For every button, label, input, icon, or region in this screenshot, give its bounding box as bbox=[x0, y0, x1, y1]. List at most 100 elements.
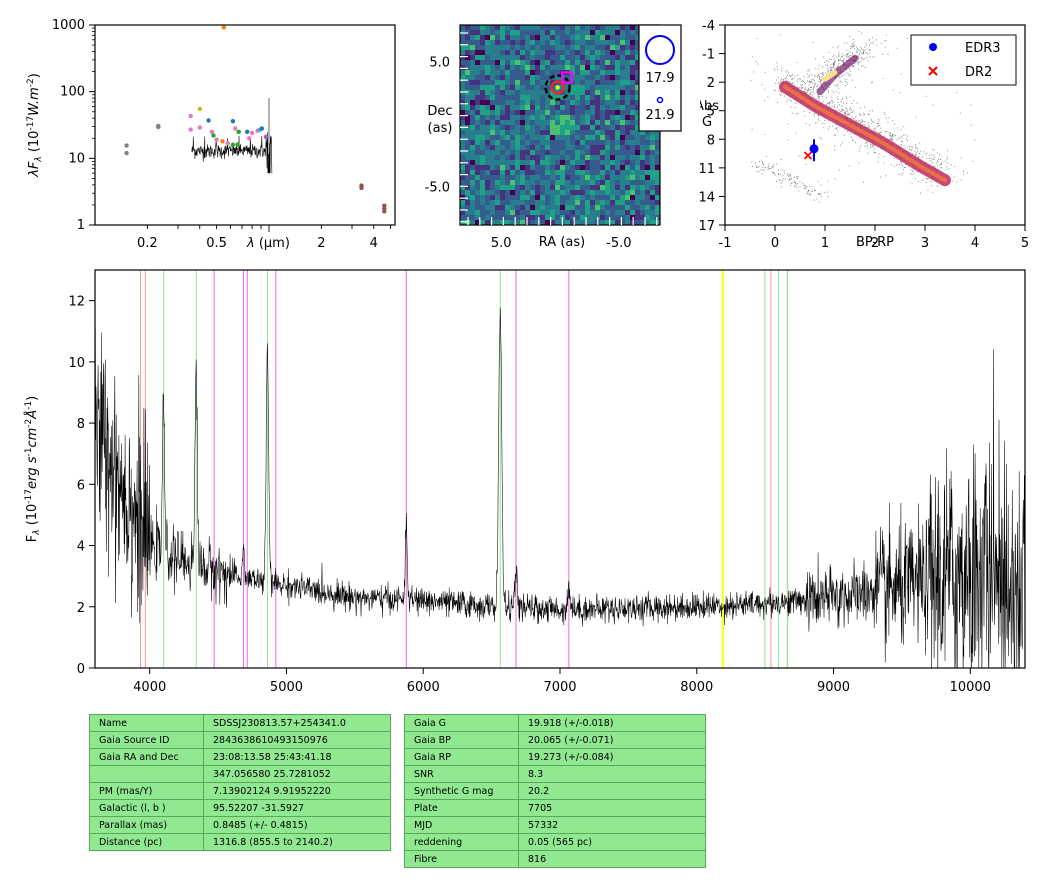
image-pixel bbox=[485, 80, 490, 85]
image-pixel bbox=[590, 170, 595, 175]
image-pixel bbox=[645, 160, 650, 165]
image-pixel bbox=[590, 45, 595, 50]
image-pixel bbox=[605, 105, 610, 110]
image-pixel bbox=[525, 130, 530, 135]
image-pixel bbox=[495, 95, 500, 100]
hrd-field-star bbox=[831, 100, 833, 101]
image-pixel bbox=[585, 200, 590, 205]
image-pixel bbox=[575, 110, 580, 115]
image-pixel bbox=[540, 60, 545, 65]
sed-point bbox=[225, 140, 230, 146]
hrd-field-star bbox=[820, 83, 822, 85]
image-pixel bbox=[530, 55, 535, 60]
spectrum-line bbox=[95, 307, 1025, 668]
hrd-field-star bbox=[959, 112, 961, 114]
image-pixel bbox=[560, 125, 565, 130]
image-pixel bbox=[530, 45, 535, 50]
table-value-cell: 20.2 bbox=[518, 782, 706, 800]
hrd-field-star bbox=[814, 189, 815, 191]
image-pixel bbox=[650, 130, 655, 135]
image-pixel bbox=[470, 85, 475, 90]
image-pixel bbox=[470, 45, 475, 50]
image-pixel bbox=[610, 200, 615, 205]
image-pixel bbox=[530, 25, 535, 30]
hrd-field-star bbox=[909, 172, 911, 174]
hrd-field-star bbox=[834, 178, 836, 180]
hrd-field-star bbox=[841, 99, 843, 100]
image-pixel bbox=[550, 145, 555, 150]
hrd-field-star bbox=[974, 139, 976, 141]
image-pixel bbox=[520, 100, 525, 105]
image-pixel bbox=[510, 210, 515, 215]
image-pixel bbox=[635, 85, 640, 90]
image-pixel bbox=[475, 200, 480, 205]
sed-point bbox=[245, 129, 250, 134]
image-pixel bbox=[635, 190, 640, 195]
image-pixel bbox=[570, 200, 575, 205]
image-pixel bbox=[570, 195, 575, 200]
image-pixel bbox=[605, 175, 610, 180]
image-pixel bbox=[635, 60, 640, 65]
hrd-field-star bbox=[789, 75, 791, 77]
image-pixel bbox=[515, 160, 520, 165]
hrd-field-star bbox=[878, 118, 879, 120]
image-pixel bbox=[510, 70, 515, 75]
image-pixel bbox=[510, 40, 515, 45]
hrd-field-star bbox=[842, 61, 844, 62]
hrd-field-star bbox=[871, 123, 873, 124]
hrd-field-star bbox=[920, 192, 921, 194]
image-pixel bbox=[565, 95, 570, 100]
hrd-field-star bbox=[838, 58, 840, 60]
image-pixel bbox=[555, 70, 560, 75]
image-pixel bbox=[595, 105, 600, 110]
image-pixel bbox=[510, 140, 515, 145]
hrd-field-star bbox=[892, 139, 893, 141]
image-pixel bbox=[535, 165, 540, 170]
hrd-field-star bbox=[813, 79, 815, 81]
image-pixel bbox=[655, 220, 660, 225]
image-pixel bbox=[625, 70, 630, 75]
image-pixel bbox=[480, 35, 485, 40]
image-pixel bbox=[535, 70, 540, 75]
image-pixel bbox=[640, 145, 645, 150]
image-pixel bbox=[650, 185, 655, 190]
hrd-field-star bbox=[843, 42, 845, 44]
image-pixel bbox=[635, 70, 640, 75]
image-pixel bbox=[610, 190, 615, 195]
image-pixel bbox=[545, 205, 550, 210]
image-pixel bbox=[540, 110, 545, 115]
image-pixel bbox=[560, 130, 565, 135]
hrd-field-star bbox=[795, 184, 797, 186]
image-pixel bbox=[550, 30, 555, 35]
hrd-field-star bbox=[879, 132, 881, 134]
image-pixel bbox=[560, 95, 565, 100]
hrd-field-star bbox=[827, 191, 828, 193]
hrd-field-star bbox=[768, 163, 770, 165]
image-pixel bbox=[580, 50, 585, 55]
hrd-field-star bbox=[952, 180, 954, 182]
image-pixel bbox=[560, 40, 565, 45]
image-pixel bbox=[550, 40, 555, 45]
image-pixel bbox=[575, 150, 580, 155]
image-pixel bbox=[600, 45, 605, 50]
hrd-field-star bbox=[888, 132, 890, 134]
hrd-field-star bbox=[862, 123, 864, 125]
image-pixel bbox=[580, 160, 585, 165]
hrd-field-star bbox=[852, 39, 854, 40]
hrd-field-star bbox=[834, 60, 836, 61]
hrd-field-star bbox=[833, 63, 835, 65]
image-pixel bbox=[505, 165, 510, 170]
image-pixel bbox=[475, 185, 480, 190]
image-pixel bbox=[495, 120, 500, 125]
image-pixel bbox=[460, 75, 465, 80]
hrd-field-star bbox=[830, 69, 832, 71]
image-pixel bbox=[645, 170, 650, 175]
image-pixel bbox=[545, 50, 550, 55]
image-pixel bbox=[580, 35, 585, 40]
hrd-field-star bbox=[872, 144, 874, 146]
image-pixel bbox=[475, 135, 480, 140]
hrd-field-star bbox=[829, 106, 831, 107]
hrd-field-star bbox=[879, 134, 881, 136]
image-pixel bbox=[590, 180, 595, 185]
hrd-field-star bbox=[885, 175, 887, 177]
